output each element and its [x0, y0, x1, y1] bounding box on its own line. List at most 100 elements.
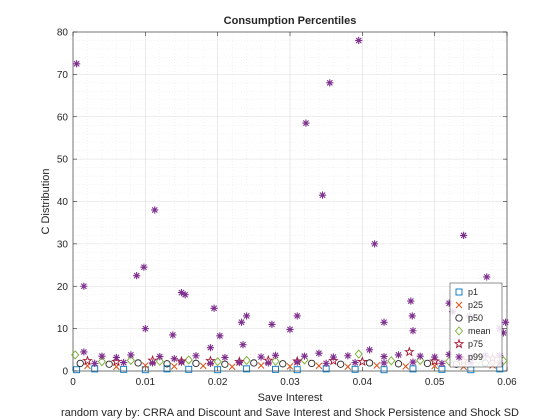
legend-label-mean: mean	[468, 326, 491, 336]
point-p99	[210, 304, 218, 312]
point-p99	[351, 358, 359, 367]
point-p99	[365, 346, 374, 354]
point-p99	[243, 312, 251, 320]
point-p99	[98, 352, 106, 360]
point-p99	[355, 36, 363, 45]
point-mean	[354, 349, 363, 359]
point-p99	[460, 231, 468, 239]
point-p99	[112, 353, 120, 362]
point-p99	[300, 352, 309, 360]
grid-lines	[72, 31, 508, 372]
point-p99	[192, 352, 200, 360]
point-p99	[80, 348, 88, 356]
point-p1	[214, 366, 222, 374]
point-p99	[322, 359, 330, 367]
point-p75	[429, 355, 440, 366]
point-p75	[82, 355, 93, 366]
point-p50	[279, 360, 287, 368]
point-p99	[445, 299, 453, 307]
point-p99	[371, 240, 379, 248]
point-p99	[73, 60, 81, 68]
point-p99	[293, 312, 301, 320]
y-tick-label: 30	[57, 239, 69, 250]
legend-marker-p25	[455, 301, 463, 309]
y-tick-label: 80	[57, 28, 69, 39]
point-p25	[257, 362, 265, 369]
point-p25	[141, 362, 149, 369]
x-tick-label: 0.03	[280, 377, 300, 388]
point-p1	[73, 366, 81, 374]
point-mean	[271, 356, 280, 366]
point-p99	[156, 352, 164, 361]
y-axis-label: C Distribution	[40, 168, 52, 234]
point-p99	[127, 351, 135, 359]
legend-marker-p50	[455, 314, 463, 322]
point-p99	[329, 353, 337, 361]
x-tick-label: 0	[70, 377, 76, 388]
point-p99	[91, 359, 99, 367]
chart-caption: random vary by: CRRA and Discount and Sa…	[61, 407, 519, 419]
point-p25	[228, 363, 236, 371]
point-p1	[409, 365, 417, 373]
point-p25	[373, 362, 381, 369]
legend-marker-p75	[453, 338, 465, 349]
point-p99	[380, 359, 388, 367]
point-p99	[431, 353, 439, 361]
point-mean	[184, 355, 193, 365]
point-p99	[408, 312, 416, 320]
point-p50	[394, 360, 403, 368]
point-p99	[501, 318, 510, 326]
point-p99	[151, 206, 159, 214]
legend-label-p25: p25	[468, 300, 483, 310]
data-marks	[71, 36, 510, 374]
point-mean	[213, 356, 222, 367]
legend-label-p75: p75	[468, 339, 483, 349]
point-p99	[445, 350, 453, 359]
point-p50	[423, 359, 432, 368]
point-p99	[407, 297, 415, 305]
point-mean	[242, 355, 251, 366]
point-p75	[404, 346, 415, 357]
point-p99	[170, 355, 178, 363]
point-p1	[438, 365, 446, 373]
point-p99	[315, 349, 323, 357]
x-tick-label: 0.04	[353, 377, 373, 388]
point-p99	[216, 332, 224, 340]
point-p75	[357, 356, 368, 367]
y-tick-label: 60	[57, 112, 69, 123]
point-p99	[120, 358, 128, 367]
point-p50	[221, 360, 229, 368]
point-p1	[163, 365, 171, 373]
legend-label-p1: p1	[468, 287, 478, 297]
point-p75	[328, 355, 339, 366]
point-p1	[351, 365, 359, 373]
legend-label-p99: p99	[468, 352, 483, 362]
y-tick-label: 70	[57, 70, 69, 81]
point-p1	[380, 366, 388, 374]
y-tick-label: 0	[62, 367, 68, 378]
point-p75	[111, 356, 122, 367]
series-p50	[76, 359, 489, 368]
point-p99	[293, 358, 301, 366]
point-mean	[71, 350, 80, 360]
point-p99	[221, 353, 229, 362]
point-p1	[120, 365, 128, 373]
point-mean	[126, 355, 135, 366]
point-p99	[499, 329, 507, 337]
point-p99	[169, 331, 177, 339]
point-p99	[302, 119, 310, 127]
point-p99	[141, 325, 149, 333]
x-axis-label: Save Interest	[258, 392, 323, 404]
point-p99	[148, 359, 157, 367]
series-p1	[73, 365, 504, 374]
point-p50	[134, 359, 142, 367]
point-p99	[140, 263, 148, 271]
point-mean	[155, 356, 164, 366]
x-tick-label: 0.05	[425, 377, 445, 388]
point-p99	[409, 327, 417, 335]
point-p25	[286, 362, 294, 370]
point-p99	[318, 191, 327, 199]
point-p25	[344, 363, 352, 371]
point-p1	[293, 366, 301, 374]
point-p99	[206, 359, 215, 367]
